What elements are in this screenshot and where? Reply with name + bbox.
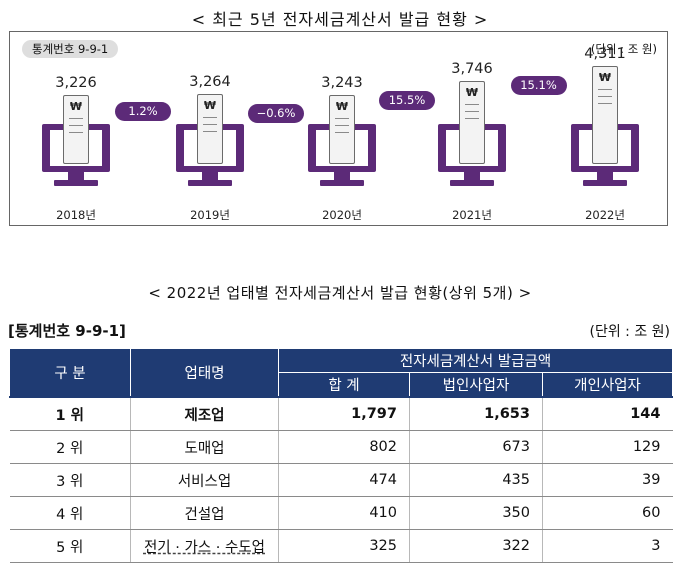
won-icon: ₩ bbox=[69, 99, 83, 113]
corporate-cell: 350 bbox=[409, 496, 543, 530]
monitor-neck bbox=[202, 172, 218, 180]
individual-cell: 3 bbox=[542, 529, 673, 563]
receipt-line bbox=[598, 103, 612, 104]
receipt-bar: ₩ bbox=[459, 81, 485, 164]
monitor-neck bbox=[68, 172, 84, 180]
year-label: 2018년 bbox=[56, 208, 96, 222]
table-row: 2 위 도매업 802 673 129 bbox=[9, 430, 673, 464]
chart-panel: 통계번호 9-9-1 (단위 : 조 원) ₩3,226 2018년 ₩3,264 2… bbox=[9, 31, 668, 226]
header-total: 합 계 bbox=[278, 372, 410, 398]
rank-cell: 2 위 bbox=[9, 430, 131, 464]
corporate-cell: 322 bbox=[409, 529, 543, 563]
corporate-cell: 1,653 bbox=[409, 396, 543, 431]
receipt-line bbox=[69, 124, 83, 126]
receipt-line bbox=[335, 124, 349, 126]
growth-badge: 15.5% bbox=[379, 91, 435, 110]
table-row: 5 위 전기 · 가스 · 수도업 325 322 3 bbox=[9, 529, 673, 563]
won-icon: ₩ bbox=[465, 86, 479, 100]
growth-badge: 1.2% bbox=[115, 102, 171, 121]
receipt-line bbox=[465, 118, 479, 120]
header-amount: 전자세금계산서 발급금액 bbox=[278, 348, 673, 373]
table-stat-label: [통계번호 9-9-1] bbox=[8, 322, 126, 340]
rank-cell: 4 위 bbox=[9, 496, 131, 530]
total-cell: 802 bbox=[278, 430, 410, 464]
corporate-cell: 435 bbox=[409, 463, 543, 497]
receipt-line bbox=[203, 116, 217, 118]
total-cell: 474 bbox=[278, 463, 410, 497]
monitor-neck bbox=[464, 172, 480, 180]
total-cell: 410 bbox=[278, 496, 410, 530]
total-cell: 1,797 bbox=[278, 396, 410, 431]
value-label: 3,264 bbox=[189, 73, 231, 90]
header-industry: 업태명 bbox=[130, 348, 279, 398]
monitor-base bbox=[320, 180, 364, 186]
individual-cell: 39 bbox=[542, 463, 673, 497]
growth-badge: −0.6% bbox=[248, 104, 304, 123]
monitor-base bbox=[188, 180, 232, 186]
receipt-bar: ₩ bbox=[197, 93, 223, 164]
rank-cell: 5 위 bbox=[9, 529, 131, 563]
won-icon: ₩ bbox=[203, 98, 217, 112]
table-row: 3 위 서비스업 474 435 39 bbox=[9, 463, 673, 497]
table-row: 4 위 건설업 410 350 60 bbox=[9, 496, 673, 530]
year-label: 2019년 bbox=[190, 208, 230, 222]
year-label: 2020년 bbox=[322, 208, 362, 222]
monitor-base bbox=[54, 180, 98, 186]
monitor-neck bbox=[597, 172, 613, 180]
value-label: 3,746 bbox=[451, 61, 493, 78]
won-icon: ₩ bbox=[335, 99, 349, 113]
chart-title: < 최근 5년 전자세금계산서 발급 현황 > bbox=[191, 10, 489, 29]
industry-cell: 전기 · 가스 · 수도업 bbox=[130, 529, 279, 563]
monitor-neck bbox=[334, 172, 350, 180]
year-label: 2021년 bbox=[452, 208, 492, 222]
industry-cell: 건설업 bbox=[130, 496, 279, 530]
value-label: 3,226 bbox=[55, 74, 97, 91]
chart-unit: (단위 : 조 원) bbox=[590, 42, 657, 56]
receipt-bar: ₩ bbox=[592, 66, 618, 164]
industry-cell: 서비스업 bbox=[130, 463, 279, 497]
table-title: < 2022년 업태별 전자세금계산서 발급 현황(상위 5개) > bbox=[148, 284, 532, 302]
value-label: 3,243 bbox=[321, 74, 363, 91]
header-corporate: 법인사업자 bbox=[409, 372, 543, 398]
individual-cell: 60 bbox=[542, 496, 673, 530]
receipt-line bbox=[465, 104, 479, 106]
header-individual: 개인사업자 bbox=[542, 372, 673, 398]
rank-cell: 1 위 bbox=[9, 396, 131, 431]
chart-stat-label: 통계번호 9-9-1 bbox=[22, 40, 119, 58]
receipt-line bbox=[203, 123, 217, 125]
header-rank: 구 분 bbox=[9, 348, 131, 398]
industry-cell: 제조업 bbox=[130, 396, 279, 431]
receipt-line bbox=[598, 96, 612, 97]
receipt-line bbox=[465, 111, 479, 113]
corporate-cell: 673 bbox=[409, 430, 543, 464]
total-cell: 325 bbox=[278, 529, 410, 563]
table-unit: (단위 : 조 원) bbox=[589, 324, 670, 340]
growth-badge: 15.1% bbox=[510, 76, 567, 95]
won-icon: ₩ bbox=[598, 71, 612, 84]
receipt-line bbox=[203, 130, 217, 132]
receipt-line bbox=[335, 131, 349, 133]
monitor-base bbox=[450, 180, 494, 186]
receipt-bar: ₩ bbox=[63, 94, 89, 164]
year-label: 2022년 bbox=[585, 208, 625, 222]
table-row: 1 위 제조업 1,797 1,653 144 bbox=[9, 396, 673, 431]
individual-cell: 129 bbox=[542, 430, 673, 464]
industry-text: 전기 · 가스 · 수도업 bbox=[143, 539, 266, 556]
industry-table: 구 분 업태명 전자세금계산서 발급금액 합 계 법인사업자 개인사업자 1 위… bbox=[9, 348, 673, 563]
individual-cell: 144 bbox=[542, 396, 673, 431]
value-label: 4,311 bbox=[584, 46, 626, 62]
rank-cell: 3 위 bbox=[9, 463, 131, 497]
monitor-base bbox=[583, 180, 627, 186]
industry-cell: 도매업 bbox=[130, 430, 279, 464]
receipt-line bbox=[335, 117, 349, 119]
receipt-line bbox=[69, 131, 83, 133]
receipt-line bbox=[598, 89, 612, 90]
receipt-line bbox=[69, 117, 83, 119]
receipt-bar: ₩ bbox=[329, 94, 355, 164]
